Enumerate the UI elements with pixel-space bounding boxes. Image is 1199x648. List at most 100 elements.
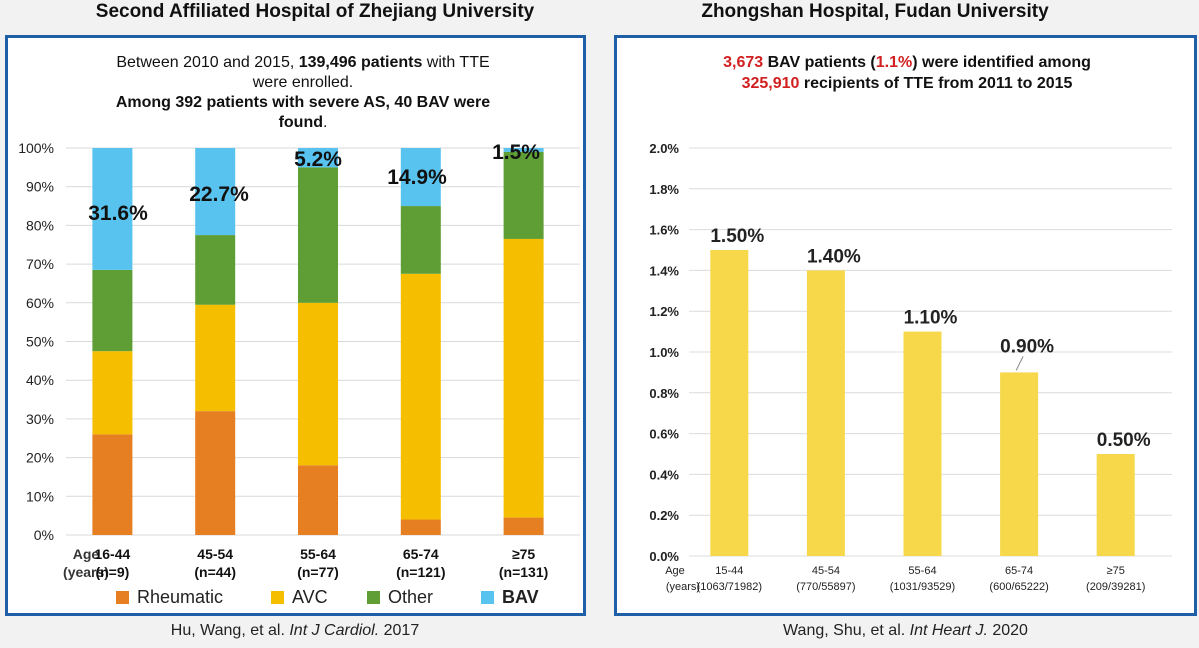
bar-segment-other	[195, 235, 236, 305]
x-count-label: (n=131)	[499, 564, 548, 580]
data-label: 1.50%	[710, 226, 764, 247]
bar-segment-bav	[503, 148, 544, 152]
x-count-label: (n=77)	[297, 564, 339, 580]
x-count-label: (n=9)	[95, 564, 129, 580]
x-tick-label: 55-64	[908, 565, 936, 577]
x-axis-prefix: Age	[665, 565, 685, 577]
y-tick-label: 0%	[34, 527, 54, 543]
desc-line-3: Among 392 patients with severe AS, 40 BA…	[115, 94, 491, 111]
desc-patients-count: 139,496 patients	[298, 54, 423, 71]
label-leader-line	[1015, 356, 1024, 371]
bar-segment-other	[503, 151, 544, 239]
bar-segment-bav	[195, 148, 236, 236]
bar-segment-rheumatic	[503, 517, 544, 535]
bar	[806, 270, 845, 556]
legend-label-bav: BAV	[502, 587, 539, 607]
y-tick-label: 60%	[26, 295, 54, 311]
desc-text: BAV patients (	[763, 54, 876, 71]
data-label: 1.10%	[904, 308, 958, 329]
x-tick-label: ≥75	[512, 546, 535, 562]
x-tick-label: 65-74	[403, 546, 439, 562]
x-count-label: (1031/93529)	[890, 581, 955, 593]
x-tick-label: 55-64	[300, 546, 336, 562]
y-tick-label: 10%	[26, 488, 54, 504]
bar	[903, 331, 942, 556]
bar-segment-avc	[400, 273, 441, 520]
left-chart-panel: Between 2010 and 2015, 139,496 patients …	[5, 35, 586, 616]
citation-year: 2017	[379, 622, 420, 639]
bar-segment-other	[400, 206, 441, 274]
tte-recipient-count: 325,910	[741, 75, 800, 92]
legend-label-other: Other	[388, 587, 433, 607]
citation-year: 2020	[987, 622, 1028, 639]
y-tick-label: 40%	[26, 372, 54, 388]
bar	[710, 250, 749, 556]
legend-label-avc: AVC	[292, 587, 328, 607]
y-tick-label: 90%	[26, 179, 54, 195]
y-tick-label: 1.2%	[649, 304, 679, 319]
bar-segment-avc	[503, 238, 544, 518]
x-count-label: (600/65222)	[989, 581, 1048, 593]
desc-found: found	[278, 114, 323, 131]
y-tick-label: 2.0%	[649, 141, 679, 156]
right-chart-panel: 3,673 BAV patients (1.1%) were identifie…	[614, 35, 1197, 616]
x-tick-label: 15-44	[715, 565, 743, 577]
desc-line-2: were enrolled.	[252, 74, 354, 91]
data-label: 0.50%	[1097, 430, 1151, 451]
right-panel-title: Zhongshan Hospital, Fudan University	[701, 1, 1049, 22]
desc-line-4: found.	[28, 113, 578, 133]
legend-swatch-rheumatic	[116, 591, 129, 604]
bav-percent-label: 14.9%	[387, 166, 447, 189]
desc-text: with TTE	[422, 54, 490, 71]
y-tick-label: 1.8%	[649, 182, 679, 197]
bav-percent: 1.1%	[875, 54, 913, 71]
y-tick-label: 1.4%	[649, 263, 679, 278]
bar-segment-avc	[298, 302, 338, 466]
data-label: 0.90%	[1000, 336, 1054, 357]
right-bar-chart: 0.0% 0.2% 0.4% 0.6% 0.8% 1.0% 1.2% 1.4% 1.6% 1.8%…	[649, 141, 1172, 593]
x-count-label: (n=44)	[194, 564, 236, 580]
legend-label-rheumatic: Rheumatic	[137, 587, 223, 607]
desc-text: Between 2010 and 2015,	[116, 54, 299, 71]
x-count-label: (1063/71982)	[697, 581, 762, 593]
x-tick-label: 65-74	[1005, 565, 1033, 577]
x-axis-prefix: (years)	[63, 564, 109, 580]
x-tick-label: ≥75	[1107, 565, 1125, 577]
bar-segment-bav	[400, 148, 441, 207]
bar-segment-other	[298, 167, 338, 303]
bav-patient-count: 3,673	[723, 54, 764, 71]
right-desc-line-1: 3,673 BAV patients (1.1%) were identifie…	[627, 52, 1187, 73]
bar-segment-rheumatic	[92, 434, 133, 535]
desc-text: ) were identified among	[912, 54, 1091, 71]
x-axis-prefix: Age	[73, 546, 100, 562]
left-citation: Hu, Wang, et al. Int J Cardiol. 2017	[0, 622, 590, 640]
citation-authors: Hu, Wang, et al.	[170, 622, 290, 639]
right-citation: Wang, Shu, et al. Int Heart J. 2020	[614, 622, 1197, 640]
legend-swatch-avc	[271, 591, 284, 604]
x-tick-label: 16-44	[94, 546, 130, 562]
bar	[1096, 454, 1135, 556]
y-tick-label: 1.0%	[649, 345, 679, 360]
y-tick-label: 100%	[18, 140, 54, 156]
left-stacked-bar-chart: 0% 10% 20% 30% 40% 50% 60% 70% 80% 90% 100% 16-44 (n…	[18, 140, 580, 607]
legend-swatch-other	[367, 591, 380, 604]
desc-text: .	[322, 114, 328, 131]
y-tick-label: 0.6%	[649, 427, 679, 442]
x-tick-label: 45-54	[197, 546, 233, 562]
bav-percent-label: 31.6%	[88, 202, 148, 225]
right-description: 3,673 BAV patients (1.1%) were identifie…	[627, 52, 1187, 94]
bar-segment-other	[92, 269, 133, 352]
left-description: Between 2010 and 2015, 139,496 patients …	[28, 53, 578, 133]
bar-segment-rheumatic	[400, 519, 441, 535]
y-tick-label: 20%	[26, 450, 54, 466]
y-tick-label: 0.4%	[649, 467, 679, 482]
y-tick-label: 30%	[26, 411, 54, 427]
bar-segment-bav	[298, 148, 338, 168]
y-tick-label: 1.6%	[649, 223, 679, 238]
x-count-label: (n=121)	[396, 564, 445, 580]
desc-text: recipients of TTE from 2011 to 2015	[799, 75, 1073, 92]
y-tick-label: 0.0%	[649, 549, 679, 564]
bav-percent-label: 22.7%	[189, 183, 249, 206]
citation-journal: Int J Cardiol.	[289, 622, 380, 639]
desc-line-1: Between 2010 and 2015, 139,496 patients …	[28, 53, 578, 73]
